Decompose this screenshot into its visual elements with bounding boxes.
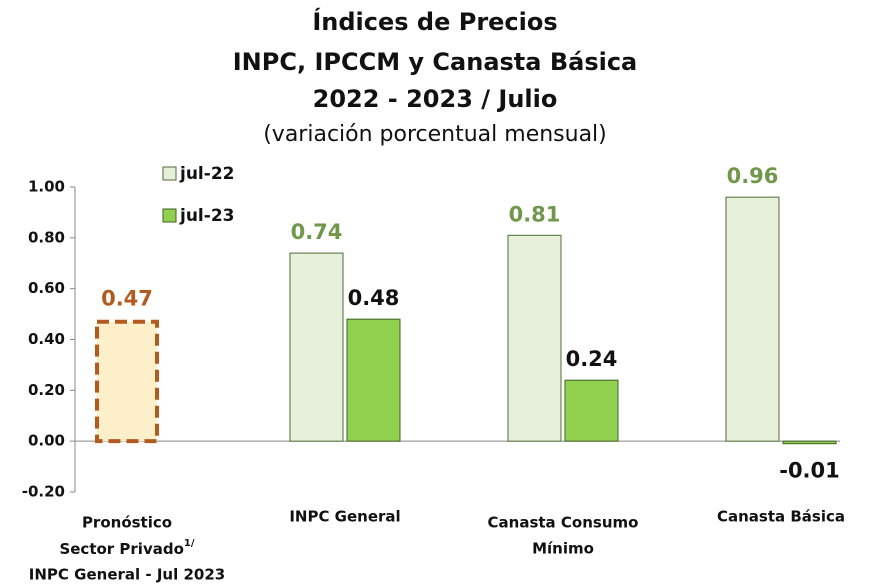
y-tick-label: 0.40 [28,330,65,348]
x-tick-label: Canasta Consumo [488,514,639,532]
x-tick-label: Mínimo [532,540,594,558]
value-label: 0.24 [566,347,618,371]
value-label: 0.47 [101,287,153,311]
x-tick-label: Canasta Básica [717,508,845,526]
bar [782,440,837,445]
x-tick-label: INPC General - Jul 2023 [29,566,225,584]
x-tick-label: Pronóstico [82,514,172,532]
y-tick-label: 0.80 [28,228,65,246]
bar [289,252,344,442]
chart-title: Índices de Precios [312,7,557,36]
value-label: 0.48 [348,286,400,310]
bar [564,379,619,442]
value-label: -0.01 [779,459,840,483]
legend-swatch [162,208,177,223]
y-tick-label: 0.20 [28,381,65,399]
legend-label: jul-22 [179,164,234,184]
y-tick-label: 0.60 [28,279,65,297]
value-label: 0.74 [291,220,343,244]
value-label: 0.96 [727,164,779,188]
legend-label: jul-23 [179,206,234,226]
legend-swatch [162,166,177,181]
bar [725,196,780,442]
bar [346,318,401,442]
y-tick-label: 1.00 [28,178,65,196]
value-label: 0.81 [509,202,561,226]
forecast-bar [95,319,159,444]
chart-title: INPC, IPCCM y Canasta Básica [233,48,638,76]
bar [507,234,562,442]
footnote-mark: 1/ [184,538,195,549]
x-tick-label: Sector Privado [59,540,183,558]
x-tick-label: INPC General [289,508,400,526]
chart-title: 2022 - 2023 / Julio [313,85,558,113]
y-tick-label: -0.20 [22,483,65,501]
y-tick-label: 0.00 [28,432,65,450]
chart-subtitle: (variación porcentual mensual) [263,122,607,147]
x-tick-label: Sector Privado1/ [59,538,194,558]
